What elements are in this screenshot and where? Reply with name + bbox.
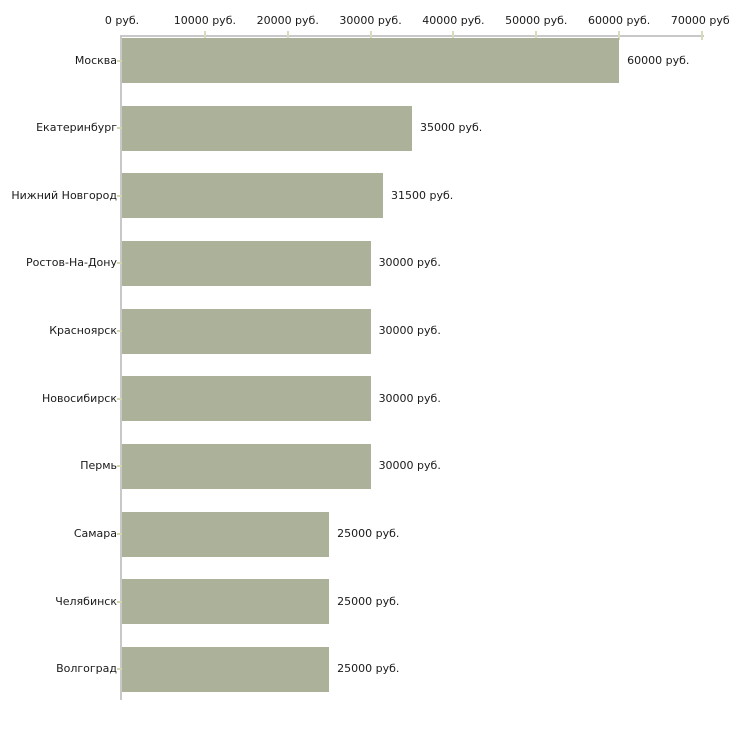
bar [122,443,371,489]
value-label: 30000 руб. [378,459,441,473]
category-label: Екатеринбург [36,121,117,135]
bar [122,646,330,692]
x-tick-mark [535,31,538,40]
x-tick-label: 10000 руб. [173,14,236,27]
y-tick-mark [117,465,122,468]
y-tick-mark [117,668,122,671]
x-tick-label: 20000 руб. [256,14,319,27]
y-tick-mark [117,533,122,536]
y-tick-mark [117,262,122,265]
category-label: Красноярск [49,324,117,338]
category-label: Самара [73,527,117,541]
y-tick-mark [117,600,122,603]
value-label: 60000 руб. [627,53,690,67]
bar [122,240,371,286]
category-label: Волгоград [56,662,117,676]
value-label: 25000 руб. [337,527,400,541]
bar [122,308,371,354]
y-tick-mark [117,127,122,130]
x-tick-label: 40000 руб. [422,14,485,27]
x-tick-label: 30000 руб. [339,14,402,27]
bar [122,579,330,625]
y-axis-line [120,35,122,700]
x-axis-line [120,35,704,37]
category-label: Челябинск [55,594,117,608]
x-tick-label: 0 руб. [104,14,140,27]
bar [122,511,330,557]
value-label: 30000 руб. [378,324,441,338]
category-label: Пермь [80,459,117,473]
y-tick-mark [117,397,122,400]
bar [122,173,383,219]
y-tick-mark [117,59,122,62]
x-tick-mark [701,31,703,40]
value-label: 30000 руб. [378,256,441,270]
value-label: 31500 руб. [391,188,454,202]
x-tick-mark [618,31,621,40]
value-label: 25000 руб. [337,594,400,608]
x-tick-mark [452,31,455,40]
bar [122,38,620,83]
category-label: Новосибирск [41,391,117,405]
x-tick-mark [203,31,206,40]
x-tick-label: 50000 руб. [505,14,568,27]
category-label: Москва [74,53,117,67]
category-label: Нижний Новгород [11,188,117,202]
value-label: 30000 руб. [378,391,441,405]
bar [122,376,371,422]
x-tick-mark [286,31,289,40]
category-label: Ростов-На-Дону [25,256,117,270]
x-tick-mark [369,31,372,40]
bar [122,105,412,151]
y-tick-mark [117,194,122,197]
y-tick-mark [117,330,122,333]
value-label: 35000 руб. [420,121,483,135]
x-tick-label: 70000 руб. [670,14,730,27]
value-label: 25000 руб. [337,662,400,676]
x-tick-label: 60000 руб. [588,14,651,27]
